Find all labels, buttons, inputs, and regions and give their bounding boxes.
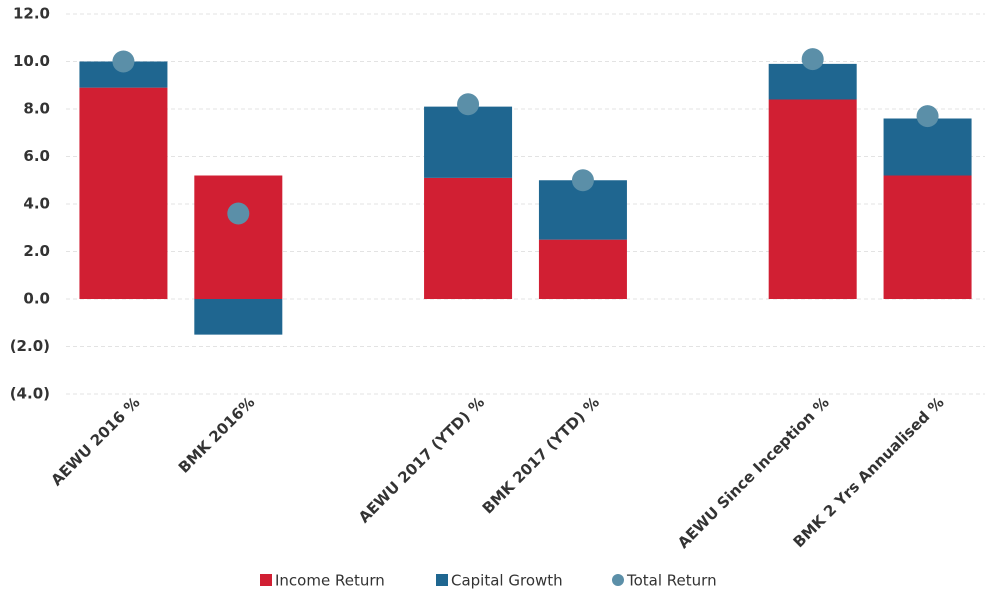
y-tick-label: 0.0	[23, 290, 50, 308]
bar-segment	[194, 175, 283, 299]
y-tick-label: 4.0	[23, 195, 50, 213]
x-tick-label: AEWU 2016 %	[47, 393, 143, 489]
y-tick-label: 8.0	[23, 100, 50, 118]
y-tick-label: 6.0	[23, 147, 50, 165]
y-tick-label: 10.0	[13, 52, 50, 70]
y-tick-label: 2.0	[23, 242, 50, 260]
total-marker	[227, 202, 250, 225]
bar-segment	[883, 118, 972, 176]
total-marker	[916, 105, 939, 128]
y-tick-label: (2.0)	[10, 337, 50, 355]
legend-label: Total Return	[626, 572, 717, 590]
bar-segment	[424, 177, 513, 299]
y-tick-label: 12.0	[13, 5, 50, 23]
x-tick-label: BMK 2017 (YTD) %	[479, 393, 603, 517]
y-tick-label: (4.0)	[10, 385, 50, 403]
total-marker	[801, 48, 824, 71]
bar-segment	[538, 239, 627, 299]
legend-swatch	[260, 574, 272, 586]
legend-swatch	[436, 574, 448, 586]
bar-segment	[883, 175, 972, 299]
total-marker	[457, 93, 480, 116]
x-tick-label: AEWU 2017 (YTD) %	[355, 393, 488, 526]
legend-label: Income Return	[275, 572, 385, 590]
bar-segment	[768, 99, 857, 299]
bar-segment	[424, 106, 513, 178]
bar-segment	[194, 299, 283, 335]
legend-label: Capital Growth	[451, 572, 563, 590]
bar-segment	[79, 87, 168, 299]
x-tick-label: BMK 2016%	[175, 393, 258, 476]
total-marker	[112, 50, 135, 73]
legend-swatch	[612, 574, 624, 586]
total-marker	[571, 169, 594, 192]
